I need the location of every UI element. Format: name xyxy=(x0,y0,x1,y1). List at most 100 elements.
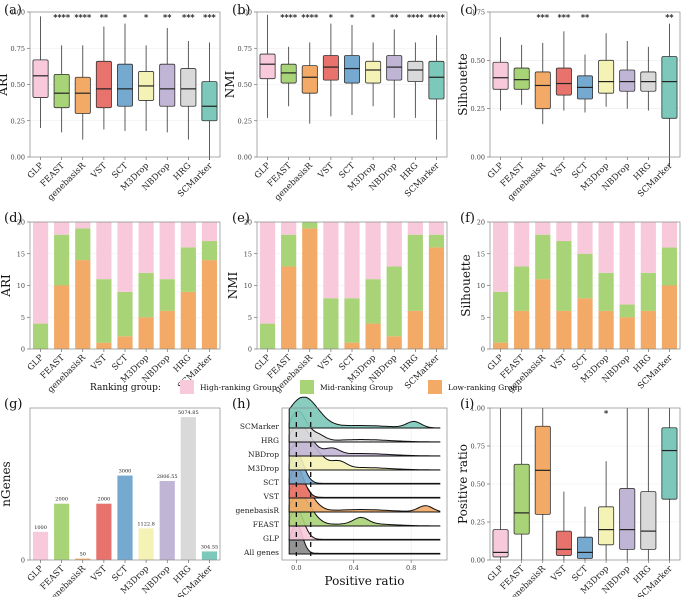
y-tick-label-e: 15 xyxy=(244,250,252,258)
bar-segment-M3Drop xyxy=(598,222,614,273)
bar-segment-genebasisR xyxy=(535,279,551,349)
bar-segment-M3Drop xyxy=(138,317,154,349)
y-tick-label-e: 5 xyxy=(248,314,252,322)
box-NBDrop xyxy=(159,63,176,107)
significance-SCMarker: **** xyxy=(428,12,446,22)
bar-segment-GLP xyxy=(32,323,49,349)
significance-genebasisR: **** xyxy=(301,12,319,22)
bar-segment-SCT xyxy=(577,298,593,349)
x-tick-label-h: 0.4 xyxy=(349,564,359,572)
box-M3Drop xyxy=(365,60,382,84)
bar-segment-genebasisR xyxy=(302,228,318,349)
box-FEAST xyxy=(53,73,70,109)
bar-segment-SCMarker xyxy=(201,260,218,349)
bar-value-label-SCMarker: 304.55 xyxy=(201,544,219,550)
y-tick-label-f: 5 xyxy=(481,314,485,322)
x-tick-label-i: VST xyxy=(549,564,569,584)
bar-segment-VST xyxy=(323,222,339,299)
bar-segment-NBDrop xyxy=(159,222,175,280)
bar-segment-GLP xyxy=(259,222,276,324)
box-NBDrop xyxy=(619,488,636,550)
bar-segment-VST xyxy=(556,241,572,311)
bar-value-label-HRG: 5074.85 xyxy=(178,410,199,416)
bar-HRG xyxy=(180,417,196,560)
box-VST xyxy=(95,60,112,109)
y-axis-label-a: ARI xyxy=(0,73,10,97)
bar-segment-SCT xyxy=(117,336,133,349)
ridge-label-NBDrop: NBDrop xyxy=(248,450,279,459)
box-GLP xyxy=(492,61,509,90)
significance-FEAST: **** xyxy=(280,12,298,22)
box-GLP xyxy=(492,529,509,558)
box-SCT xyxy=(117,63,134,107)
y-tick-label-i: 1.00 xyxy=(471,405,485,413)
bar-segment-SCT xyxy=(577,222,593,254)
ridge-label-All genes: All genes xyxy=(243,548,279,557)
ridge-VST xyxy=(288,466,441,499)
y-tick-label-b: 0.50 xyxy=(238,81,252,89)
bar-segment-NBDrop xyxy=(386,336,402,349)
y-tick-label-e: 20 xyxy=(244,219,252,227)
bar-segment-HRG xyxy=(407,234,423,311)
significance-SCMarker: ** xyxy=(665,12,674,22)
bar-segment-SCMarker xyxy=(201,222,218,242)
x-tick-label-b: VST xyxy=(316,161,336,181)
y-axis-label-b: NMI xyxy=(223,70,237,98)
box-NBDrop xyxy=(619,69,636,92)
y-axis-label-i: Positive ratio xyxy=(456,444,470,524)
ridge-label-genebasisR: genebasisR xyxy=(235,506,279,515)
y-tick-label-d: 10 xyxy=(17,282,25,290)
bar-value-label-GLP: 1000 xyxy=(34,525,47,531)
box-FEAST xyxy=(513,463,530,535)
bar-value-label-genebasisR: 50 xyxy=(80,552,86,558)
y-tick-label-c: 0.25 xyxy=(471,105,485,113)
significance-genebasisR: *** xyxy=(536,12,549,22)
box-SCMarker xyxy=(428,60,445,100)
bar-segment-SCT xyxy=(344,342,360,349)
x-tick-label-h: 0.0 xyxy=(291,564,301,572)
bar-VST xyxy=(96,503,112,560)
box-NBDrop xyxy=(386,55,403,81)
bar-segment-VST xyxy=(96,222,112,280)
significance-SCMarker: *** xyxy=(203,12,216,22)
bar-segment-HRG xyxy=(180,222,196,248)
significance-NBDrop: ** xyxy=(163,12,172,22)
y-axis-label-g: nGenes xyxy=(0,461,13,506)
bar-NBDrop xyxy=(159,481,175,560)
x-tick-label-c: VST xyxy=(549,161,569,181)
ridge-label-GLP: GLP xyxy=(263,534,279,543)
bar-segment-GLP xyxy=(492,291,509,343)
bar-value-label-VST: 2000 xyxy=(98,497,111,503)
bar-segment-genebasisR xyxy=(302,222,318,229)
y-tick-label-f: 0 xyxy=(481,346,485,354)
bar-segment-SCT xyxy=(117,222,133,292)
ridge-label-HRG: HRG xyxy=(261,436,279,445)
box-genebasisR xyxy=(74,76,91,114)
x-tick-label-h: 0.8 xyxy=(406,564,416,572)
y-tick-label-f: 20 xyxy=(477,219,485,227)
box-VST xyxy=(555,530,572,556)
box-genebasisR xyxy=(534,71,551,110)
bar-segment-SCMarker xyxy=(428,234,445,248)
y-tick-label-a: 0.00 xyxy=(11,154,25,162)
significance-SCT: * xyxy=(123,12,128,22)
bar-segment-HRG xyxy=(640,310,656,349)
box-HRG xyxy=(180,68,197,107)
box-VST xyxy=(322,55,339,81)
significance-VST: *** xyxy=(558,12,571,22)
y-tick-label-g: 0 xyxy=(21,557,25,565)
significance-M3Drop: * xyxy=(371,12,376,22)
bar-segment-VST xyxy=(556,310,572,349)
ridge-SCMarker xyxy=(288,396,441,429)
panel-label-h: (h) xyxy=(232,397,251,412)
bar-segment-genebasisR xyxy=(75,228,91,261)
bar-segment-SCMarker xyxy=(428,247,445,349)
bar-segment-GLP xyxy=(32,222,49,324)
y-tick-label-d: 20 xyxy=(17,219,25,227)
bar-segment-genebasisR xyxy=(75,260,91,349)
box-SCMarker xyxy=(661,56,678,119)
y-tick-label-f: 15 xyxy=(477,250,485,258)
y-tick-label-d: 0 xyxy=(21,346,25,354)
bar-FEAST xyxy=(54,503,70,560)
panel-frame-h xyxy=(281,407,448,561)
